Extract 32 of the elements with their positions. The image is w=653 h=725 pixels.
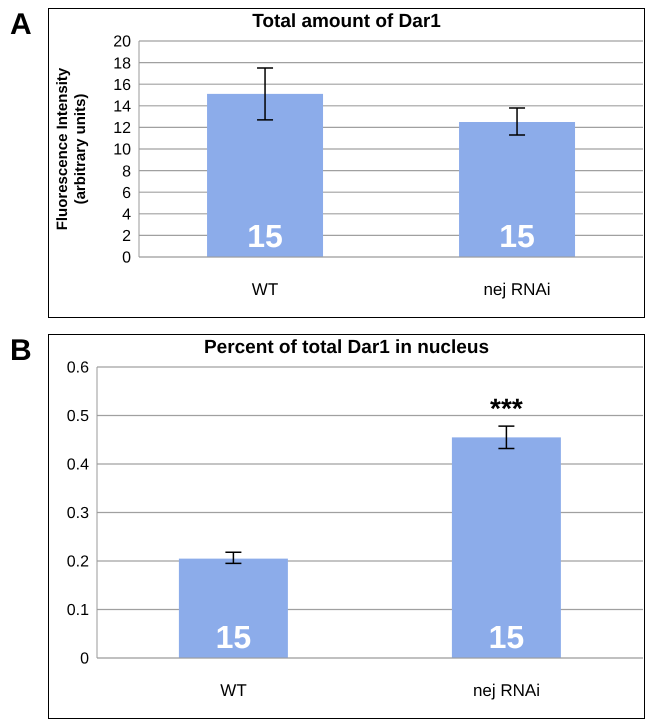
x-tick-label: WT bbox=[220, 681, 247, 700]
y-tick-label: 8 bbox=[122, 163, 132, 180]
y-tick-label: 0.1 bbox=[66, 602, 90, 620]
x-tick-label: WT bbox=[252, 280, 278, 300]
chart-title: Percent of total Dar1 in nucleus bbox=[202, 337, 490, 359]
y-tick-label: 0.2 bbox=[66, 554, 90, 571]
y-tick-label: 2 bbox=[122, 228, 132, 246]
y-tick-label: 0 bbox=[122, 250, 132, 267]
y-tick-label: 10 bbox=[113, 142, 132, 159]
y-tick-label: 0.5 bbox=[66, 408, 90, 426]
chart-title: Total amount of Dar1 bbox=[251, 11, 442, 33]
y-tick-label: 12 bbox=[113, 120, 132, 138]
text: B bbox=[10, 334, 32, 368]
annotation: 15 bbox=[488, 619, 524, 655]
y-tick-label: 0.4 bbox=[66, 456, 90, 474]
x-tick-label: nej RNAi bbox=[472, 681, 540, 700]
annotation: 15 bbox=[216, 619, 252, 655]
y-tick-label: 0.3 bbox=[66, 505, 90, 522]
annotation: *** bbox=[490, 393, 523, 424]
y-tick-label: 14 bbox=[113, 98, 132, 116]
annotation: 15 bbox=[499, 218, 535, 254]
y-tick-label: 4 bbox=[122, 206, 132, 224]
y-tick-label: 0.6 bbox=[66, 360, 90, 377]
x-tick-label: nej RNAi bbox=[483, 280, 551, 300]
y-tick-label: 18 bbox=[113, 55, 132, 72]
y-tick-label: 16 bbox=[113, 76, 132, 94]
annotation: 15 bbox=[247, 218, 283, 254]
y-tick-label: 20 bbox=[113, 34, 132, 51]
y-tick-label: 0 bbox=[80, 650, 90, 668]
y-tick-label: 6 bbox=[122, 184, 132, 202]
y-axis-title: Fluorescence Intensity (arbitrary units) bbox=[54, 67, 89, 230]
text: A bbox=[10, 8, 32, 42]
